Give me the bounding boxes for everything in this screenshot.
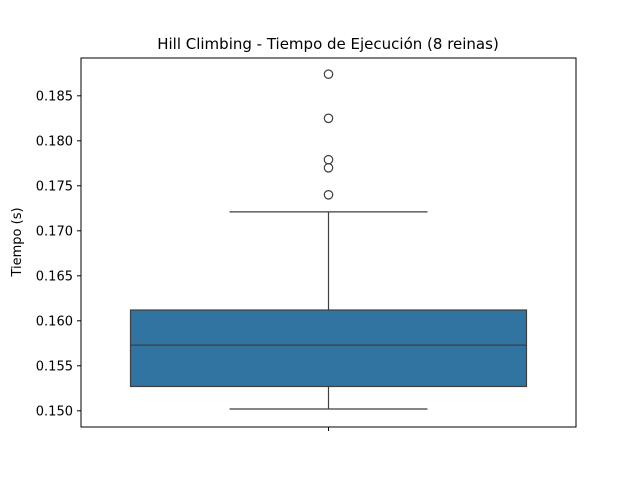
y-tick-label: 0.155 [36, 359, 73, 374]
y-tick-label: 0.160 [36, 314, 73, 329]
outlier-point [323, 190, 334, 200]
chart-title: Hill Climbing - Tiempo de Ejecución (8 r… [157, 35, 499, 53]
y-tick-label: 0.150 [36, 404, 73, 419]
outlier-point [323, 154, 334, 165]
y-tick-label: 0.180 [36, 134, 73, 149]
outlier-point [323, 113, 334, 124]
outlier-point [323, 69, 334, 79]
y-tick-label: 0.175 [36, 179, 73, 194]
y-tick-label: 0.165 [36, 269, 73, 284]
interquartile-box [129, 309, 528, 388]
plot-frame [80, 57, 577, 428]
outlier-point [323, 163, 334, 173]
plot-area: 0.150 0.155 0.160 0.165 0.170 0.175 0.180 0.185 [36, 69, 528, 431]
y-axis-label: Tiempo (s) [10, 207, 25, 277]
y-tick-label: 0.170 [36, 224, 73, 239]
y-tick-label: 0.185 [36, 89, 73, 104]
